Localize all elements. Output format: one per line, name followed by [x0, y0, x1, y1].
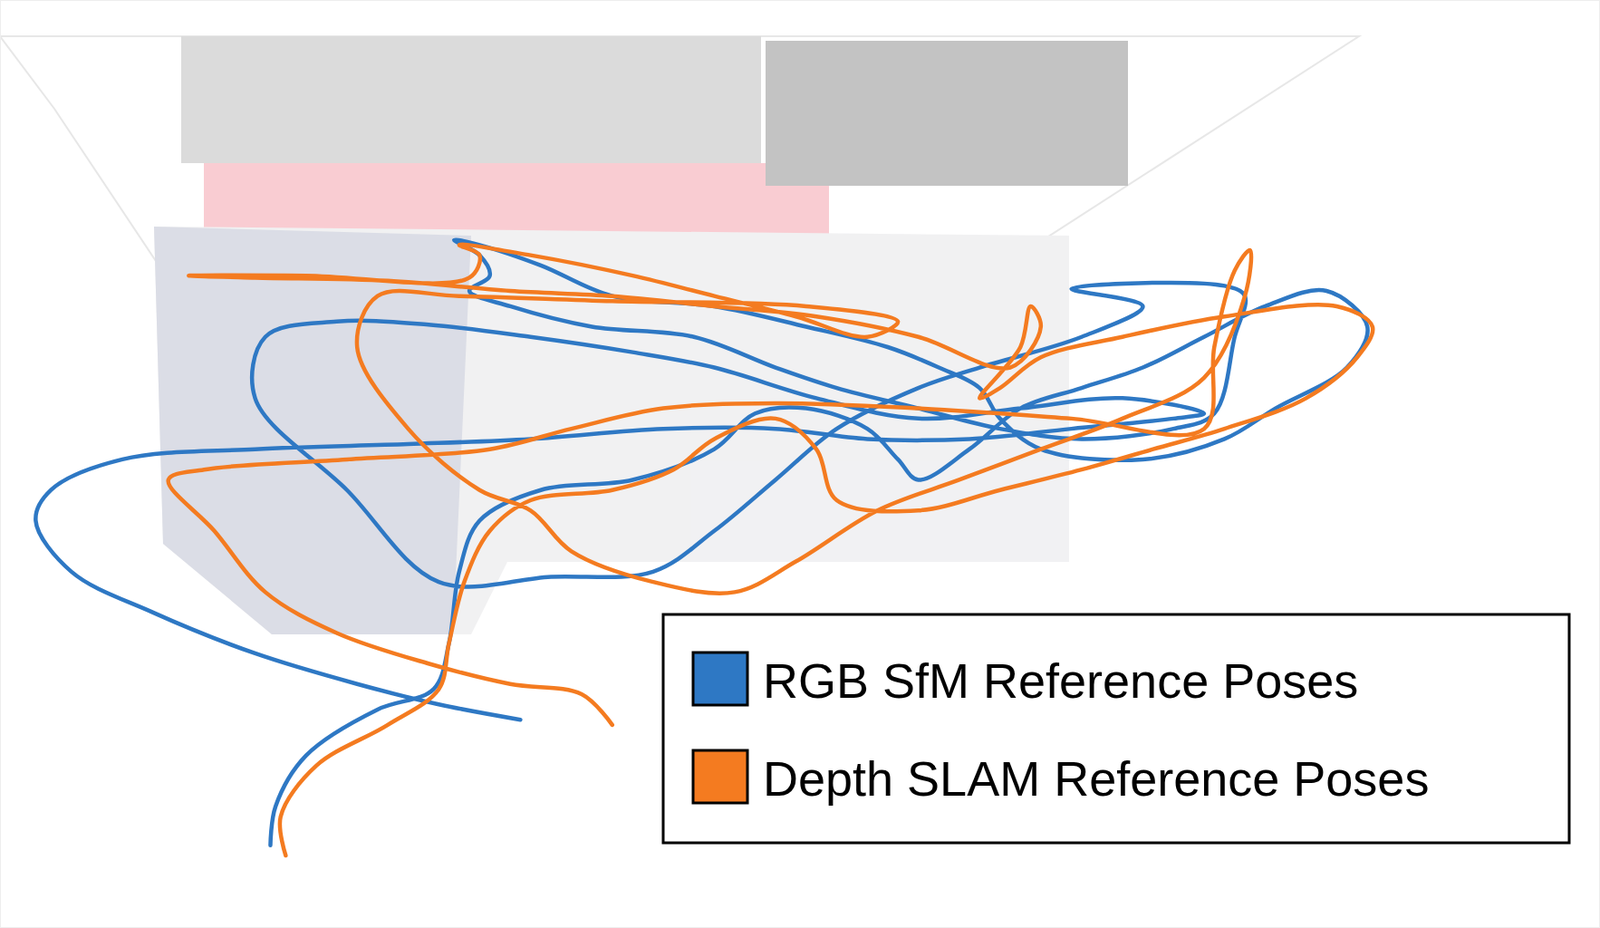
legend-box [663, 614, 1570, 843]
legend-swatch [693, 750, 748, 803]
legend: RGB SfM Reference Poses Depth SLAM Refere… [663, 614, 1570, 843]
legend-label: RGB SfM Reference Poses [762, 653, 1359, 708]
legend-label: Depth SLAM Reference Poses [762, 751, 1429, 806]
chart: RGB SfM Reference Poses Depth SLAM Refere… [0, 0, 1600, 928]
scene-cabinet [765, 40, 1128, 186]
legend-swatch [693, 652, 748, 705]
scene-shelf [181, 36, 762, 164]
plot-frame [0, 0, 1600, 928]
